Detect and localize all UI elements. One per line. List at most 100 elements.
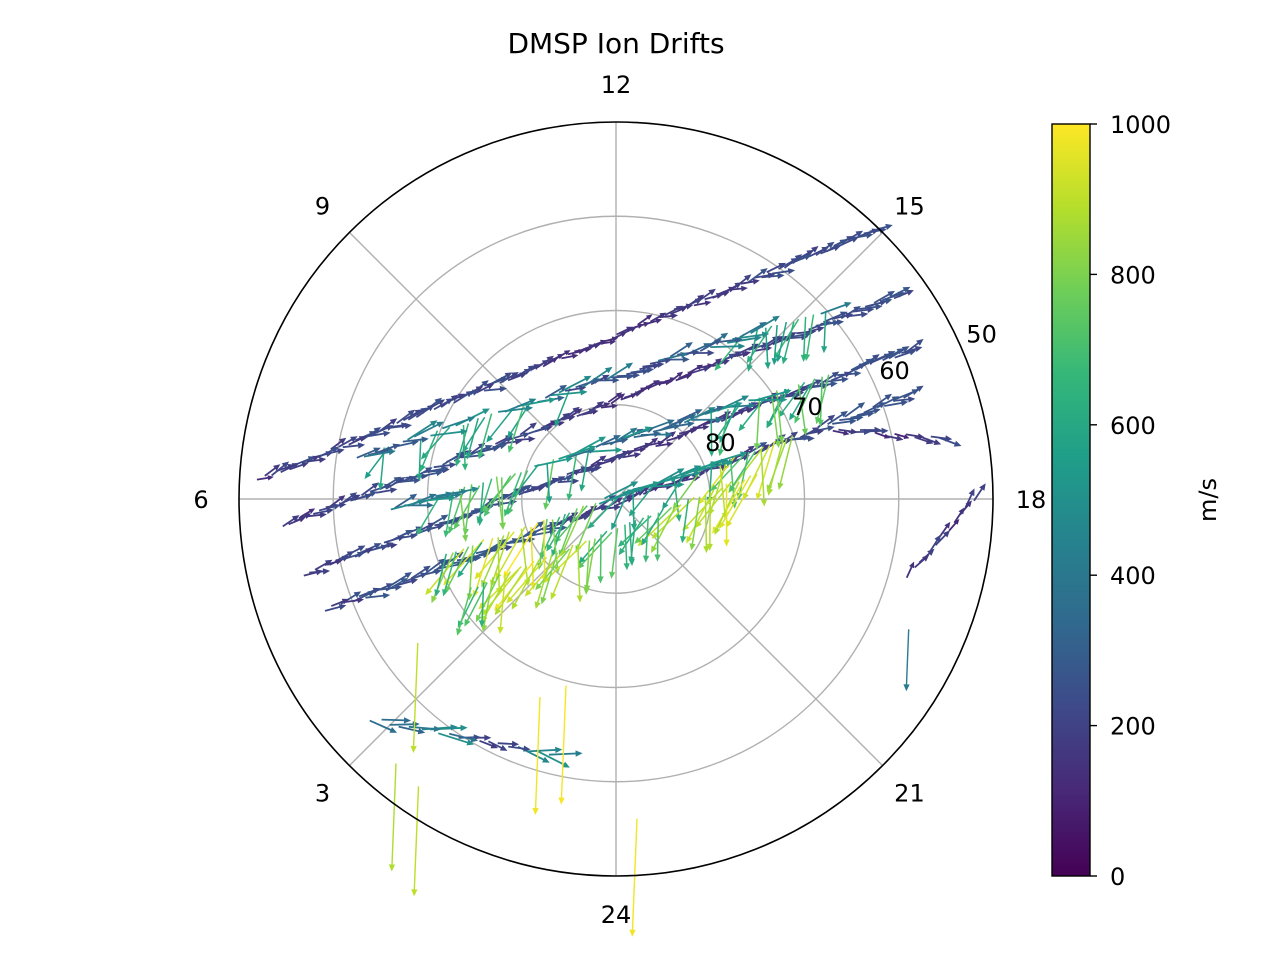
drift-vector-shaft: [884, 401, 905, 407]
drift-vector-head: [694, 298, 703, 305]
drift-vector-shaft: [585, 540, 591, 591]
drift-vector-shaft: [397, 579, 415, 586]
drift-vector-shaft: [715, 481, 740, 532]
drift-vector-head: [609, 458, 617, 464]
drift-vector-shaft: [482, 535, 505, 584]
drift-vector-head: [389, 727, 398, 733]
drift-vector-head: [635, 391, 643, 397]
drift-vector-head: [465, 390, 474, 398]
drift-vector-head: [341, 598, 350, 605]
drift-vector-head: [883, 353, 892, 360]
drift-vector-head: [548, 397, 557, 404]
drift-vector-head: [622, 450, 630, 457]
drift-vector-shaft: [342, 444, 361, 449]
drift-vector-head: [827, 241, 835, 249]
drift-vector-shaft: [558, 446, 593, 460]
drift-vector-shaft: [497, 537, 500, 592]
drift-vector-shaft: [577, 544, 581, 599]
drift-vector-shaft: [467, 418, 479, 456]
drift-vector-head: [767, 488, 774, 496]
drift-vector-head: [456, 551, 464, 559]
drift-vector-head: [474, 571, 482, 580]
drift-vector-shaft: [632, 488, 635, 527]
drift-vector-head: [511, 602, 518, 610]
drift-vector-head: [383, 430, 391, 437]
mlt-tick-label: 15: [894, 193, 925, 221]
drift-vector-head: [315, 569, 324, 576]
drift-vector-head: [410, 745, 417, 753]
drift-vector-shaft: [753, 390, 788, 402]
drift-vector-shaft: [663, 474, 685, 507]
drift-vector-head: [860, 311, 869, 318]
drift-vector-head: [298, 517, 306, 523]
drift-vector-shaft: [839, 416, 860, 421]
drift-vector-shaft: [893, 398, 912, 402]
drift-vector-shaft: [497, 742, 515, 745]
drift-vector-shaft: [704, 403, 739, 416]
drift-vector-shaft: [413, 422, 441, 438]
drift-vector-head: [630, 481, 639, 488]
drift-vector-head: [680, 536, 687, 544]
drift-vector-head: [677, 481, 685, 488]
drift-vector-head: [388, 449, 396, 456]
drift-vector-head: [854, 370, 862, 377]
drift-vector-shaft: [719, 409, 729, 453]
drift-vector-head: [634, 452, 642, 459]
drift-vector-head: [629, 427, 638, 434]
drift-vector-head: [685, 303, 694, 310]
drift-vector-head: [504, 372, 513, 379]
drift-vector-head: [281, 461, 290, 469]
drift-vector-head: [827, 414, 836, 422]
drift-vector-shaft: [408, 725, 437, 730]
drift-vector-shaft: [709, 492, 712, 547]
drift-vector-head: [442, 588, 449, 597]
drift-vector-head: [436, 421, 444, 428]
drift-vector-shaft: [350, 495, 369, 502]
drift-vector-head: [599, 455, 607, 462]
drift-vector-head: [697, 294, 705, 301]
drift-vector-shaft: [586, 538, 596, 589]
drift-vector-head: [585, 510, 593, 517]
drift-vector-head: [450, 394, 459, 402]
drift-vector-head: [693, 475, 701, 482]
drift-vector-shaft: [766, 263, 783, 274]
polar-axes: 12 9 6 3 24 21 18 15 80 70 60 50: [193, 71, 1046, 937]
drift-vector-shaft: [939, 437, 958, 446]
drift-vector-head: [445, 398, 454, 405]
drift-vector-head: [583, 375, 592, 382]
drift-vector-head: [887, 351, 896, 357]
drift-vector-head: [800, 354, 807, 362]
drift-vector-head: [662, 502, 669, 510]
drift-vector-head: [438, 558, 446, 566]
drift-vector-shaft: [508, 470, 529, 512]
drift-vector-head: [593, 377, 601, 384]
drift-vector-shaft: [442, 453, 461, 466]
drift-vector-shaft: [624, 524, 628, 567]
drift-vector-shaft: [683, 408, 713, 424]
drift-vector-head: [781, 356, 788, 365]
drift-vector-shaft: [896, 390, 916, 400]
drift-vector-head: [448, 495, 456, 502]
drift-vector-head: [759, 441, 768, 449]
drift-vector-shaft: [783, 321, 795, 361]
drift-vector-shaft: [816, 374, 830, 421]
drift-vector-head: [654, 554, 661, 562]
drift-vector-head: [707, 349, 715, 357]
drift-vector-head: [455, 459, 461, 467]
drift-vector-head: [669, 431, 676, 438]
drift-vector-shaft: [505, 472, 523, 514]
drift-vector-shaft: [727, 473, 758, 525]
drift-vector-head: [429, 420, 438, 427]
drift-vector-head: [816, 428, 825, 435]
drift-vector-head: [417, 499, 426, 506]
drift-vector-shaft: [710, 345, 742, 348]
drift-vector-head: [843, 430, 850, 436]
drift-vector-head: [872, 354, 880, 361]
drift-vector-head: [536, 562, 544, 570]
drift-vector-head: [628, 558, 635, 566]
drift-vector-head: [722, 291, 730, 297]
drift-vector-head: [731, 501, 738, 509]
drift-vector-head: [927, 548, 935, 556]
drift-vector-head: [780, 396, 788, 403]
drift-vector-head: [319, 456, 327, 463]
